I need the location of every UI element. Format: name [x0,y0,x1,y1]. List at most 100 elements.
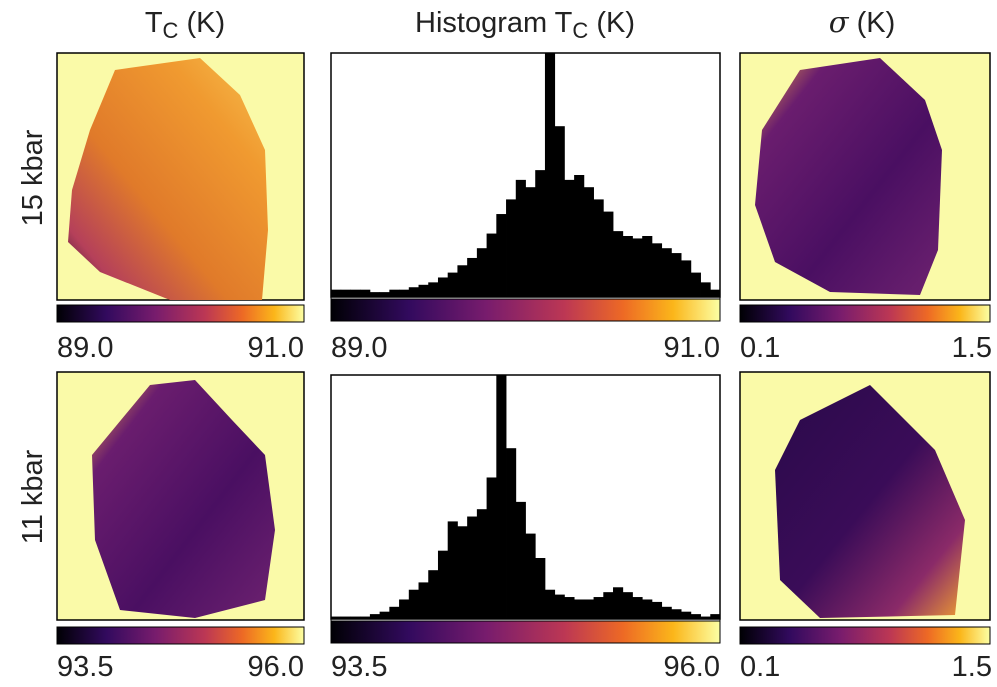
histogram-bar [651,601,663,619]
histogram-bar [622,592,633,619]
histogram-bar [525,187,536,297]
histogram-bar [389,606,400,619]
title-unit: (K) [849,7,896,39]
histogram-bar [613,587,624,619]
colorbar [739,304,991,323]
title-text: T [145,7,163,39]
histogram-bar [515,501,526,619]
histogram-bar [350,616,361,619]
histogram-bar [369,614,381,619]
histogram-bar [554,594,565,619]
histogram-bar [506,199,517,297]
histogram-bar [593,199,604,297]
histogram-bar [437,277,449,297]
colorbar [56,626,305,645]
histogram-bar [399,289,410,297]
histogram-bar [544,589,556,619]
histogram-bar [574,175,585,297]
colorbar-label: 91.0 [248,332,304,364]
histogram-bar [428,570,439,619]
colorbar-label: 1.5 [952,651,992,682]
histogram-bar [457,265,468,297]
histogram-bar [535,170,546,297]
x-tick-label: 96.0 [664,651,720,682]
histogram-bar [613,231,624,297]
histogram-bar [554,126,565,297]
column-title: TC (K) [145,7,225,43]
histogram-bar [681,611,692,619]
colorbar-label: 93.5 [57,651,113,682]
histogram-bar [564,597,575,619]
histogram-bar [690,272,701,297]
sigma-map [739,52,991,301]
histogram-bar [350,289,361,297]
tc-map [56,371,305,621]
histogram-bar [632,597,643,619]
histogram-bar [467,257,478,297]
x-tick-label: 93.5 [331,651,387,682]
histogram-bar [671,609,682,619]
histogram-bar [651,243,663,297]
histogram-bar [710,614,721,619]
title-unit: (K) [588,7,635,39]
row-label: 15 kbar [17,129,49,226]
histogram-bar [661,248,672,297]
histogram-bar [632,238,643,297]
title-text: σ [829,5,850,39]
histogram-bar [408,589,419,619]
column-title: Histogram TC (K) [415,7,635,43]
histogram-bar [700,616,711,619]
histogram-bar [379,292,390,297]
colorbar [330,620,721,644]
colorbar-label: 1.5 [952,332,992,364]
histogram-bar [583,599,594,619]
histogram-bar [515,179,526,297]
histogram-bar [496,214,507,297]
title-text: Histogram T [415,7,573,39]
colorbar-label: 0.1 [740,332,780,364]
histogram-bar [690,614,701,619]
histogram-bar [399,599,410,619]
column-title: σ (K) [829,5,896,39]
histogram-bar [583,187,594,297]
histogram-bar [476,248,487,297]
histogram-bar [331,289,342,297]
histogram-bar [671,253,682,297]
histogram-bar [447,521,458,619]
histogram-bar [603,211,614,297]
histogram-bar [710,289,721,297]
histogram-bar [681,260,692,297]
histogram-bar [418,582,429,619]
histogram-bar [525,533,536,619]
x-tick-label: 91.0 [664,332,720,364]
histogram-bar [408,287,419,297]
histogram-bar [340,289,351,297]
tc-map [56,52,305,301]
colorbar-label: 89.0 [57,332,113,364]
sigma-map [739,371,991,621]
histogram-bar [389,289,400,297]
row-label: 11 kbar [17,449,49,544]
histogram-bar [418,284,429,297]
colorbar [739,626,991,645]
title-unit: (K) [178,7,225,39]
colorbar [56,304,305,323]
histogram-bar [544,53,556,297]
title-subscript: C [163,18,179,43]
title-subscript: C [572,18,588,43]
histogram-bar [428,282,439,297]
histogram-bar [622,236,633,297]
histogram-bar [467,516,478,619]
histogram-bar [603,592,614,619]
histogram-bar [486,477,497,619]
histogram-bar [340,616,351,619]
histogram-bar [700,282,711,297]
histogram-bar [593,597,604,619]
histogram-bar [506,448,517,619]
histogram-bar [486,233,497,297]
colorbar-label: 96.0 [248,651,304,682]
histogram-bar [564,179,575,297]
histogram-bar [369,292,381,297]
histogram-bar [642,236,653,297]
